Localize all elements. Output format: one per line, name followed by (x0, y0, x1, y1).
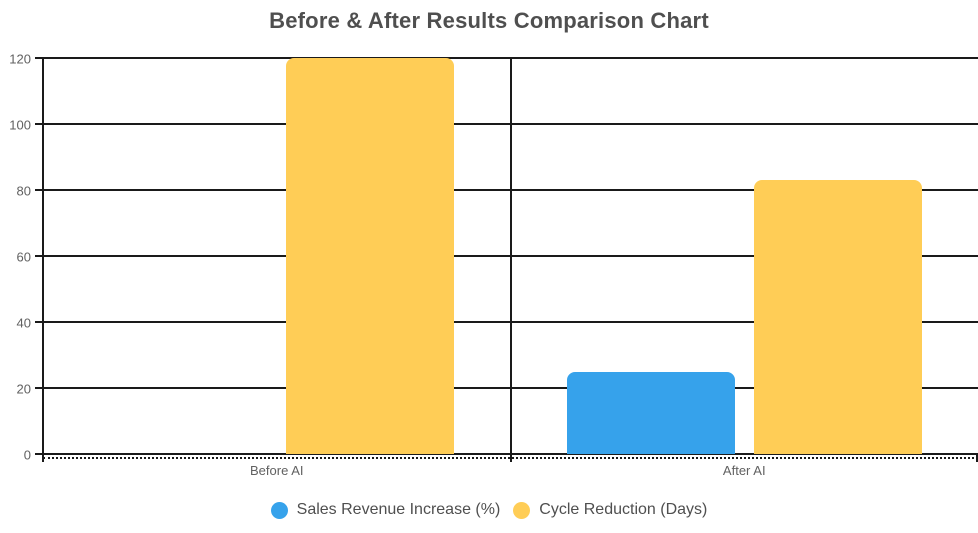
bar-after-ai-series-1 (753, 180, 922, 454)
legend-item-sales-revenue-increase[interactable]: Sales Revenue Increase (%) (270, 501, 501, 519)
y-axis-tick (35, 453, 43, 455)
legend-item-cycle-reduction[interactable]: Cycle Reduction (Days) (513, 501, 707, 519)
y-tick-label: 120 (9, 51, 31, 67)
bar-before-ai-series-1 (286, 58, 455, 454)
bar-after-ai-series-0 (566, 371, 735, 454)
x-tick-label: Before AI (250, 463, 304, 478)
y-tick-label: 40 (16, 315, 31, 331)
y-tick-label: 20 (16, 381, 31, 397)
y-tick-label: 100 (9, 117, 31, 133)
y-axis: 0 20 40 60 80 100 120 (0, 53, 43, 462)
legend-dot-yellow (513, 501, 531, 519)
x-axis-dotted-line (43, 457, 978, 459)
y-axis-tick (35, 123, 43, 125)
y-axis-tick (35, 321, 43, 323)
y-axis-line (42, 58, 44, 462)
chart-legend: Sales Revenue Increase (%) Cycle Reducti… (0, 501, 978, 519)
y-axis-tick (35, 387, 43, 389)
y-axis-tick (35, 57, 43, 59)
y-tick-label: 60 (16, 249, 31, 265)
x-tick-label: After AI (722, 463, 766, 478)
y-axis-tick (35, 189, 43, 191)
chart-title: Before & After Results Comparison Chart (269, 8, 709, 33)
y-axis-tick (35, 255, 43, 257)
category-boundary-gridline (509, 58, 512, 454)
legend-label: Cycle Reduction (Days) (539, 501, 708, 518)
y-tick-label: 80 (16, 183, 31, 199)
plot-area (43, 57, 978, 462)
legend-label: Sales Revenue Increase (%) (296, 501, 501, 518)
y-tick-label: 0 (23, 447, 31, 463)
legend-dot-blue (270, 501, 288, 519)
